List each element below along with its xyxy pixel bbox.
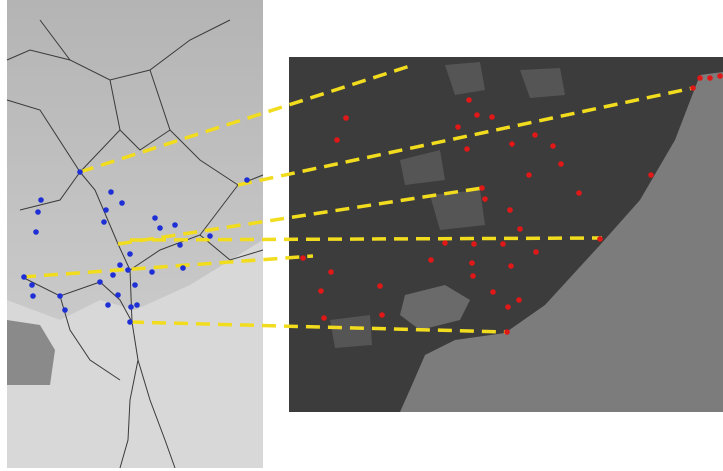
red-point	[507, 207, 513, 213]
red-point	[508, 263, 514, 269]
blue-point	[57, 293, 63, 299]
blue-point	[29, 282, 35, 288]
red-point	[466, 97, 472, 103]
blue-point	[35, 209, 41, 215]
red-point	[550, 143, 556, 149]
red-point	[648, 172, 654, 178]
blue-point	[21, 274, 27, 280]
red-point	[509, 141, 515, 147]
red-point	[469, 260, 475, 266]
red-point	[717, 73, 723, 79]
scene	[0, 0, 723, 471]
blue-point	[127, 251, 133, 257]
red-point	[479, 185, 485, 191]
red-point	[428, 257, 434, 263]
red-point	[533, 249, 539, 255]
red-point	[474, 112, 480, 118]
blue-point	[97, 279, 103, 285]
right-image	[289, 57, 723, 412]
red-point	[532, 132, 538, 138]
red-point	[300, 255, 306, 261]
blue-point	[33, 229, 39, 235]
blue-point	[132, 282, 138, 288]
left-image	[7, 0, 263, 468]
red-point	[516, 297, 522, 303]
red-point	[697, 75, 703, 81]
red-point	[343, 115, 349, 121]
blue-point	[157, 225, 163, 231]
red-point	[334, 137, 340, 143]
red-point	[526, 172, 532, 178]
red-point	[471, 241, 477, 247]
blue-point	[125, 267, 131, 273]
red-point	[455, 124, 461, 130]
blue-point	[38, 197, 44, 203]
red-point	[482, 196, 488, 202]
red-point	[517, 226, 523, 232]
blue-point	[152, 215, 158, 221]
blue-point	[105, 302, 111, 308]
blue-point	[62, 307, 68, 313]
red-point	[442, 240, 448, 246]
red-point	[318, 288, 324, 294]
red-point	[377, 283, 383, 289]
blue-point	[172, 222, 178, 228]
blue-point	[127, 319, 133, 325]
red-point	[464, 146, 470, 152]
blue-point	[115, 292, 121, 298]
blue-point	[101, 219, 107, 225]
blue-point	[77, 169, 83, 175]
red-point	[707, 75, 713, 81]
blue-point	[103, 207, 109, 213]
red-point	[470, 273, 476, 279]
red-point	[504, 329, 510, 335]
red-point	[505, 304, 511, 310]
blue-point	[128, 304, 134, 310]
red-point	[490, 289, 496, 295]
blue-point	[30, 293, 36, 299]
red-point	[576, 190, 582, 196]
red-point	[500, 241, 506, 247]
red-point	[597, 236, 603, 242]
red-point	[558, 161, 564, 167]
blue-point	[244, 177, 250, 183]
blue-point	[119, 200, 125, 206]
blue-point	[180, 265, 186, 271]
red-point	[321, 315, 327, 321]
red-point	[489, 114, 495, 120]
blue-point	[207, 233, 213, 239]
blue-point	[149, 269, 155, 275]
red-point	[328, 269, 334, 275]
blue-point	[117, 262, 123, 268]
blue-point	[108, 189, 114, 195]
red-point	[379, 312, 385, 318]
red-point	[690, 85, 696, 91]
blue-point	[110, 272, 116, 278]
blue-point	[177, 242, 183, 248]
blue-point	[134, 302, 140, 308]
